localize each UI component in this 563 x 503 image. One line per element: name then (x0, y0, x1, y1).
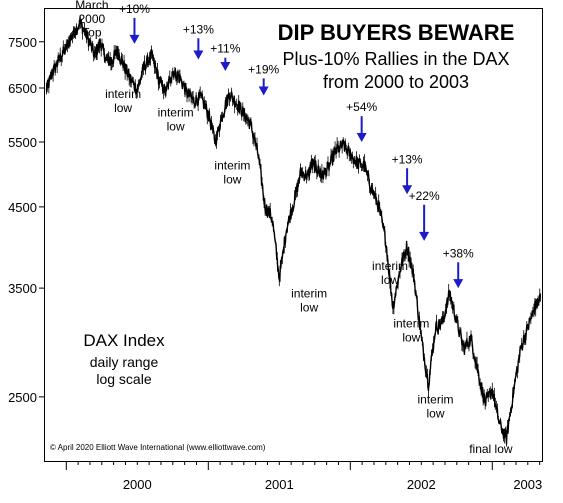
annotation: +54% (346, 100, 377, 143)
down-arrow-icon (220, 62, 231, 72)
annotation: interim low (158, 106, 194, 134)
annotation-label: +13% (183, 22, 214, 36)
annotation-label: +10% (119, 2, 150, 16)
annotation-label: +22% (409, 189, 440, 203)
chart-border (44, 8, 543, 462)
annotation: +11% (210, 42, 241, 72)
copyright-note: © April 2020 Elliott Wave International … (50, 443, 266, 452)
annotation: interim low (214, 159, 250, 187)
annotation: interim low (105, 87, 141, 115)
annotation-label: interim low (214, 159, 250, 187)
down-arrow-icon (419, 231, 430, 241)
annotation: +13% (392, 152, 423, 195)
annotation: interim low (291, 286, 327, 314)
down-arrow-icon (402, 185, 413, 195)
annotation-label: +19% (248, 62, 279, 76)
y-tick-label: 2500 (8, 390, 37, 405)
annotation: +19% (248, 62, 280, 96)
y-tick-label: 6500 (8, 81, 37, 96)
annotation-label: March (75, 0, 108, 12)
chart-subtitle-line1: Plus-10% Rallies in the DAX (282, 49, 509, 69)
annotation-label: interim low (158, 106, 194, 134)
y-tick-label: 7500 (8, 35, 37, 50)
annotation-label: +11% (210, 42, 240, 56)
annotation: final low (469, 442, 513, 456)
down-arrow-icon (356, 133, 367, 143)
annotation: +13% (183, 22, 214, 60)
annotation-label: interim low (372, 259, 408, 287)
annotation: +22% (409, 189, 440, 241)
annotation: Top (82, 26, 102, 40)
index-note-scale: log scale (96, 371, 151, 387)
annotation-label: +54% (346, 100, 377, 114)
y-tick-label: 3500 (8, 281, 37, 296)
x-year-label: 2001 (265, 477, 294, 492)
annotation-label: +13% (392, 152, 423, 166)
annotation-label: interim low (105, 87, 141, 115)
index-note-range: daily range (90, 354, 159, 370)
down-arrow-icon (193, 50, 204, 60)
annotation-label: 2000 (79, 12, 106, 26)
down-arrow-icon (129, 34, 140, 44)
x-year-label: 2002 (407, 477, 436, 492)
annotation: interim low (372, 259, 408, 287)
annotation: interim low (417, 392, 453, 420)
annotation-label: final low (469, 442, 513, 456)
annotation: +10% (119, 2, 150, 44)
annotation: March (75, 0, 108, 12)
annotation-label: Top (82, 26, 102, 40)
annotation-label: interim low (417, 392, 453, 420)
annotation: +38% (443, 246, 474, 289)
annotation-label: interim low (291, 286, 327, 314)
index-name: DAX Index (83, 331, 165, 350)
x-year-label: 2000 (123, 477, 152, 492)
annotation-label: interim low (393, 316, 429, 344)
down-arrow-icon (258, 86, 269, 96)
chart-title: DIP BUYERS BEWARE (278, 20, 515, 45)
y-tick-label: 5500 (8, 135, 37, 150)
annotation: 2000 (79, 12, 106, 26)
down-arrow-icon (453, 279, 464, 289)
annotation-label: +38% (443, 246, 474, 260)
x-year-label: 2003 (513, 477, 542, 492)
chart-subtitle-line2: from 2000 to 2003 (323, 72, 469, 92)
y-tick-label: 4500 (8, 200, 37, 215)
annotation: interim low (393, 316, 429, 344)
